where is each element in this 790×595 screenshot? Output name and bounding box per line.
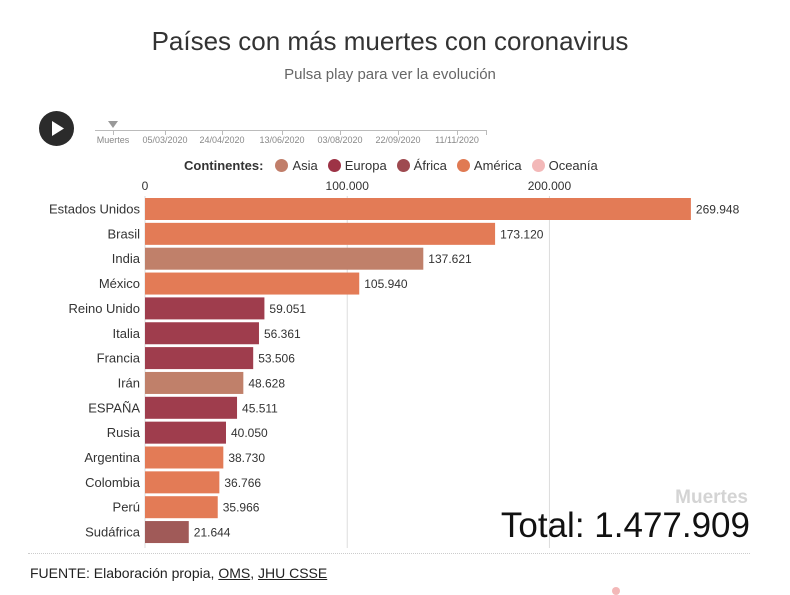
- bar: [145, 222, 496, 245]
- bar: [145, 421, 226, 444]
- oceania-dot-fragment: [612, 587, 620, 595]
- bar: [145, 297, 265, 320]
- value-label: 53.506: [258, 352, 295, 366]
- timeline-track: [95, 130, 487, 131]
- value-label: 38.730: [228, 451, 265, 465]
- category-label: ESPAÑA: [88, 400, 140, 415]
- legend-title: Continentes:: [184, 157, 264, 173]
- category-label: Perú: [113, 500, 140, 515]
- timeline-tick: [113, 130, 114, 135]
- value-label: 105.940: [364, 277, 408, 291]
- chart-title: Países con más muertes con coronavirus: [151, 26, 629, 56]
- category-label: Irán: [118, 375, 140, 390]
- bar: [145, 396, 238, 419]
- total-value: Total: 1.477.909: [500, 506, 750, 545]
- metric-label: Muertes: [675, 487, 748, 508]
- category-label: Reino Unido: [68, 301, 140, 316]
- legend-item[interactable]: América: [456, 157, 522, 173]
- category-label: Italia: [113, 326, 141, 341]
- timeline-tick: [457, 130, 458, 135]
- timeline-tick: [165, 130, 166, 135]
- value-label: 269.948: [696, 203, 740, 217]
- value-label: 59.051: [269, 302, 306, 316]
- legend-swatch: [327, 158, 341, 172]
- timeline-label: 05/03/2020: [142, 135, 188, 145]
- category-label: Brasil: [107, 226, 140, 241]
- timeline-tick: [340, 130, 341, 135]
- continent-legend: Continentes: Asia Europa África América Ocea…: [184, 156, 608, 174]
- bar: [145, 471, 220, 494]
- timeline-tick: [222, 130, 223, 135]
- timeline-label: Muertes: [96, 135, 130, 145]
- timeline-label: 11/11/2020: [435, 135, 479, 145]
- legend-label: América: [473, 157, 522, 173]
- source-prefix: FUENTE: Elaboración propia,: [30, 565, 215, 581]
- timeline-tick: [398, 130, 399, 135]
- bar: [145, 322, 259, 345]
- timeline-label: 22/09/2020: [375, 135, 421, 145]
- value-label: 35.966: [223, 501, 260, 515]
- value-label: 40.050: [231, 426, 268, 440]
- category-label: Colombia: [85, 475, 141, 490]
- source-link-oms[interactable]: OMS: [218, 565, 251, 581]
- source-link-jhu[interactable]: JHU CSSE: [257, 565, 328, 581]
- value-label: 21.644: [194, 526, 231, 540]
- value-label: 45.511: [242, 401, 278, 415]
- legend-label: Europa: [344, 157, 387, 173]
- category-label: Argentina: [84, 450, 140, 465]
- timeline-label: 03/08/2020: [317, 135, 363, 145]
- bar: [145, 247, 424, 270]
- timeline-label: 24/04/2020: [199, 135, 245, 145]
- timeline-label: 13/06/2020: [259, 135, 305, 145]
- source-separator: ,: [250, 565, 255, 581]
- bar: [145, 347, 254, 370]
- legend-label: Asia: [292, 157, 318, 173]
- legend-swatch: [456, 158, 470, 172]
- category-label: Rusia: [107, 425, 141, 440]
- category-label: Sudáfrica: [85, 525, 141, 540]
- legend-label: Oceanía: [548, 157, 598, 173]
- value-label: 137.621: [428, 252, 472, 266]
- legend-swatch: [396, 158, 410, 172]
- timeline-tick: [282, 130, 283, 135]
- play-button[interactable]: [39, 111, 74, 146]
- x-tick-label: 0: [142, 179, 149, 193]
- chart-subtitle: Pulsa play para ver la evolución: [284, 66, 496, 83]
- source-note: FUENTE: Elaboración propia, OMS, JHU CSS…: [30, 565, 327, 581]
- legend-item[interactable]: Oceanía: [531, 157, 598, 173]
- value-label: 173.120: [500, 227, 544, 241]
- value-label: 48.628: [248, 376, 285, 390]
- category-label: India: [112, 251, 141, 266]
- category-label: Estados Unidos: [49, 202, 141, 217]
- bar: [145, 272, 360, 295]
- timeline-tick: [486, 130, 487, 135]
- legend-item[interactable]: Asia: [275, 157, 318, 173]
- bar: [145, 446, 224, 469]
- legend-item[interactable]: África: [396, 157, 447, 173]
- legend-swatch: [531, 158, 545, 172]
- x-tick-label: 100.000: [326, 179, 370, 193]
- legend-label: África: [413, 157, 447, 173]
- bar: [145, 496, 218, 519]
- legend-swatch: [275, 158, 289, 172]
- footer-divider: [28, 553, 750, 554]
- timeline-slider[interactable]: Muertes 05/03/2020 24/04/2020 13/06/2020 03/…: [95, 118, 487, 150]
- category-label: México: [99, 276, 140, 291]
- value-label: 56.361: [264, 327, 301, 341]
- legend-item[interactable]: Europa: [327, 157, 387, 173]
- x-tick-label: 200.000: [528, 179, 572, 193]
- timeline-handle[interactable]: [108, 121, 118, 128]
- play-icon: [52, 121, 64, 136]
- bar: [145, 198, 691, 220]
- value-label: 36.766: [224, 476, 261, 490]
- bar: [145, 521, 189, 544]
- bar: [145, 371, 244, 394]
- category-label: Francia: [97, 351, 141, 366]
